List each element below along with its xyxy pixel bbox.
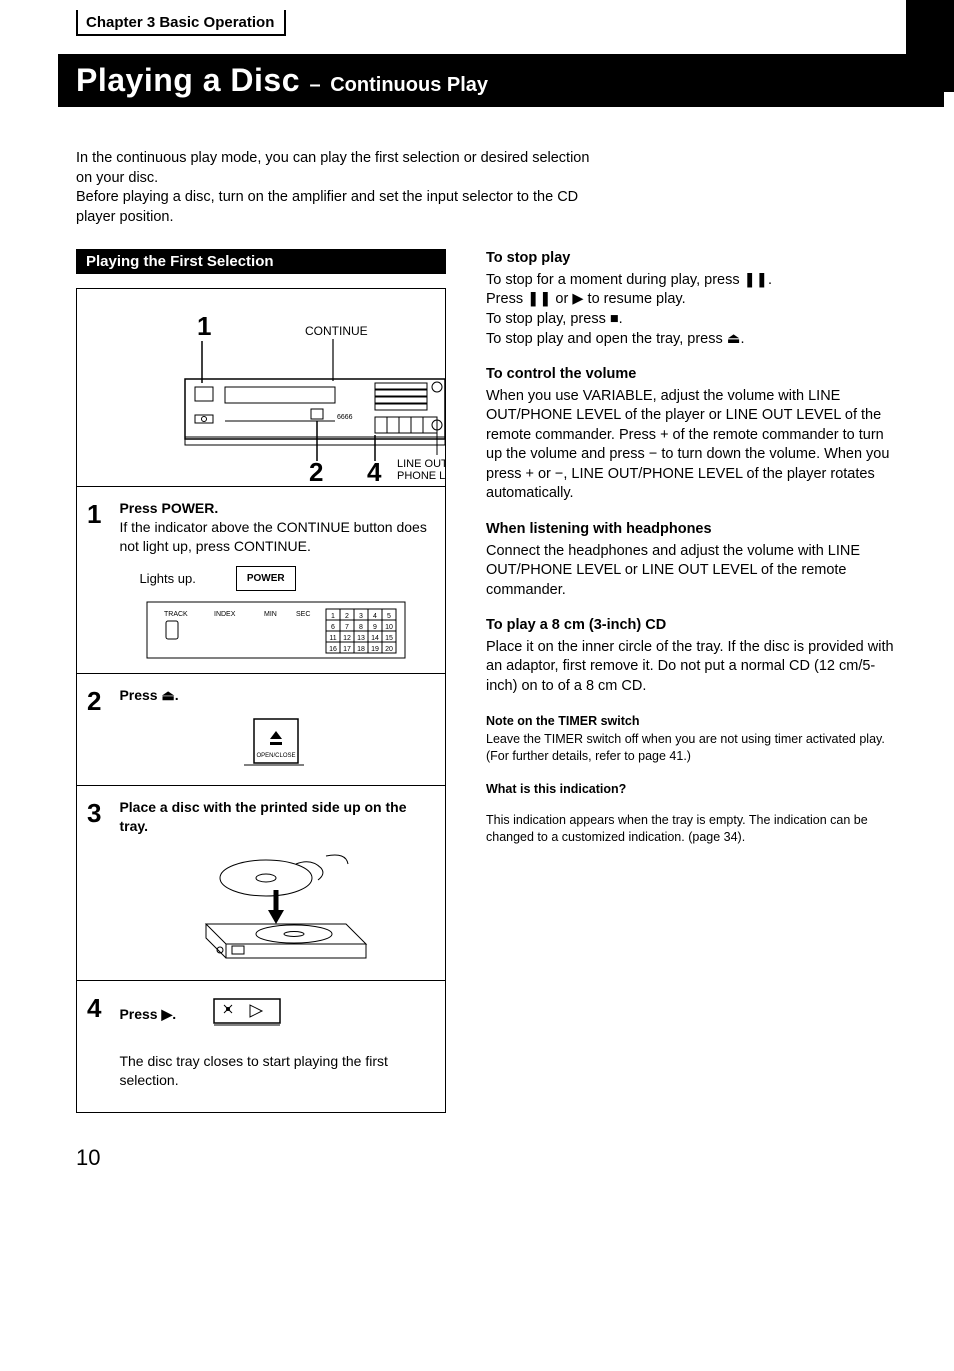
play-icon: ▶ bbox=[572, 291, 583, 307]
step-2-heading: Press ⏏. bbox=[119, 687, 178, 703]
pause-icon: ❚❚ bbox=[527, 291, 551, 307]
indication-heading: What is this indication? bbox=[486, 781, 896, 798]
content-columns: Playing the First Selection 1 CONTINUE bbox=[76, 249, 896, 1113]
play-button-illustration bbox=[210, 993, 284, 1038]
indication-note: What is this indication? This indication… bbox=[486, 781, 896, 846]
page-title-block: Playing a Disc – Continuous Play bbox=[58, 54, 944, 107]
headphones-text: Connect the headphones and adjust the vo… bbox=[486, 542, 896, 601]
manual-page: Chapter 3 Basic Operation Playing a Disc… bbox=[0, 0, 954, 1371]
svg-text:9: 9 bbox=[374, 624, 378, 631]
svg-text:5: 5 bbox=[388, 613, 392, 620]
disc-tray-illustration bbox=[119, 846, 433, 966]
svg-text:7: 7 bbox=[346, 624, 350, 631]
stop-icon: ■ bbox=[610, 311, 619, 327]
svg-text:15: 15 bbox=[386, 635, 394, 642]
step-3-heading: Place a disc with the printed side up on… bbox=[119, 799, 406, 834]
timer-note: Note on the TIMER switch Leave the TIMER… bbox=[486, 713, 896, 766]
svg-text:4: 4 bbox=[374, 613, 378, 620]
title-subtitle: Continuous Play bbox=[330, 74, 488, 96]
svg-text:20: 20 bbox=[386, 646, 394, 653]
pause-icon: ❚❚ bbox=[744, 272, 768, 288]
svg-text:18: 18 bbox=[358, 646, 366, 653]
right-column: To stop play To stop for a moment during… bbox=[486, 249, 896, 862]
step-body: Press POWER. If the indicator above the … bbox=[119, 499, 433, 659]
intro-paragraph-1: In the continuous play mode, you can pla… bbox=[76, 149, 596, 188]
section-heading-bar: Playing the First Selection bbox=[76, 249, 446, 274]
step-number: 4 bbox=[87, 993, 115, 1024]
svg-text:13: 13 bbox=[358, 635, 366, 642]
chapter-row: Chapter 3 Basic Operation bbox=[76, 10, 896, 36]
step-body: Press ⏏. OPEN/CLOSE bbox=[119, 686, 433, 771]
step-1-heading: Press POWER. bbox=[119, 500, 218, 516]
svg-text:2: 2 bbox=[309, 457, 323, 487]
page-number: 10 bbox=[76, 1145, 100, 1171]
svg-text:LINE OUT/: LINE OUT/ bbox=[397, 458, 445, 470]
svg-text:1: 1 bbox=[197, 311, 211, 341]
display-panel-illustration: TRACK INDEX MIN SEC bbox=[119, 601, 433, 659]
headphones-heading: When listening with headphones bbox=[486, 520, 896, 540]
svg-text:17: 17 bbox=[344, 646, 352, 653]
title-separator: – bbox=[304, 74, 326, 96]
svg-text:TRACK: TRACK bbox=[164, 611, 188, 618]
timer-note-heading: Note on the TIMER switch bbox=[486, 713, 896, 730]
lights-up-label: Lights up. bbox=[139, 570, 195, 588]
device-reference-diagram: 1 CONTINUE bbox=[77, 289, 445, 487]
step-4: 4 Press ▶. bbox=[77, 981, 445, 1104]
eject-icon: ⏏ bbox=[727, 331, 741, 347]
stop-play-heading: To stop play bbox=[486, 249, 896, 269]
step-number: 3 bbox=[87, 798, 115, 829]
chapter-label: Chapter 3 Basic Operation bbox=[76, 10, 286, 36]
step-1-text: If the indicator above the CONTINUE butt… bbox=[119, 519, 426, 554]
svg-text:12: 12 bbox=[344, 635, 352, 642]
svg-text:14: 14 bbox=[372, 635, 380, 642]
svg-text:CONTINUE: CONTINUE bbox=[305, 324, 368, 338]
left-column: Playing the First Selection 1 CONTINUE bbox=[76, 249, 446, 1113]
step-1: 1 Press POWER. If the indicator above th… bbox=[77, 487, 445, 674]
intro-paragraph-2: Before playing a disc, turn on the ampli… bbox=[76, 188, 596, 227]
intro-text: In the continuous play mode, you can pla… bbox=[76, 149, 596, 227]
power-button-illustration: POWER bbox=[236, 566, 296, 592]
step-number: 1 bbox=[87, 499, 115, 530]
svg-text:3: 3 bbox=[360, 613, 364, 620]
cd8-heading: To play a 8 cm (3-inch) CD bbox=[486, 616, 896, 636]
step-body: Press ▶. bbox=[119, 993, 433, 1090]
step-body: Place a disc with the printed side up on… bbox=[119, 798, 433, 966]
svg-text:2: 2 bbox=[346, 613, 350, 620]
svg-text:PHONE LEVEL: PHONE LEVEL bbox=[397, 470, 445, 482]
stop-play-text: To stop for a moment during play, press … bbox=[486, 271, 896, 349]
volume-text: When you use VARIABLE, adjust the volume… bbox=[486, 387, 896, 504]
step-4-heading: Press ▶. bbox=[119, 1006, 180, 1022]
step-3: 3 Place a disc with the printed side up … bbox=[77, 786, 445, 981]
svg-text:6666: 6666 bbox=[337, 414, 353, 421]
title-main: Playing a Disc bbox=[76, 62, 300, 98]
svg-text:10: 10 bbox=[386, 624, 394, 631]
timer-note-text: Leave the TIMER switch off when you are … bbox=[486, 731, 896, 765]
instruction-box: 1 CONTINUE bbox=[76, 288, 446, 1113]
svg-text:4: 4 bbox=[367, 457, 382, 487]
eject-icon: ⏏ bbox=[162, 687, 175, 703]
header-black-extension bbox=[906, 0, 954, 92]
step-number: 2 bbox=[87, 686, 115, 717]
indication-text: This indication appears when the tray is… bbox=[486, 812, 896, 846]
play-icon: ▶ bbox=[162, 1006, 173, 1022]
svg-text:MIN: MIN bbox=[264, 611, 277, 618]
step-4-tail: The disc tray closes to start playing th… bbox=[119, 1052, 433, 1090]
svg-text:16: 16 bbox=[330, 646, 338, 653]
svg-text:11: 11 bbox=[330, 635, 337, 642]
svg-text:INDEX: INDEX bbox=[214, 611, 236, 618]
eject-button-illustration: OPEN/CLOSE bbox=[119, 715, 433, 771]
svg-text:8: 8 bbox=[360, 624, 364, 631]
volume-heading: To control the volume bbox=[486, 365, 896, 385]
step-2: 2 Press ⏏. OPEN/CLOSE bbox=[77, 674, 445, 786]
svg-text:1: 1 bbox=[332, 613, 336, 620]
cd8-text: Place it on the inner circle of the tray… bbox=[486, 638, 896, 697]
svg-text:19: 19 bbox=[372, 646, 380, 653]
svg-text:SEC: SEC bbox=[296, 611, 310, 618]
svg-text:OPEN/CLOSE: OPEN/CLOSE bbox=[257, 753, 296, 759]
svg-text:6: 6 bbox=[332, 624, 336, 631]
